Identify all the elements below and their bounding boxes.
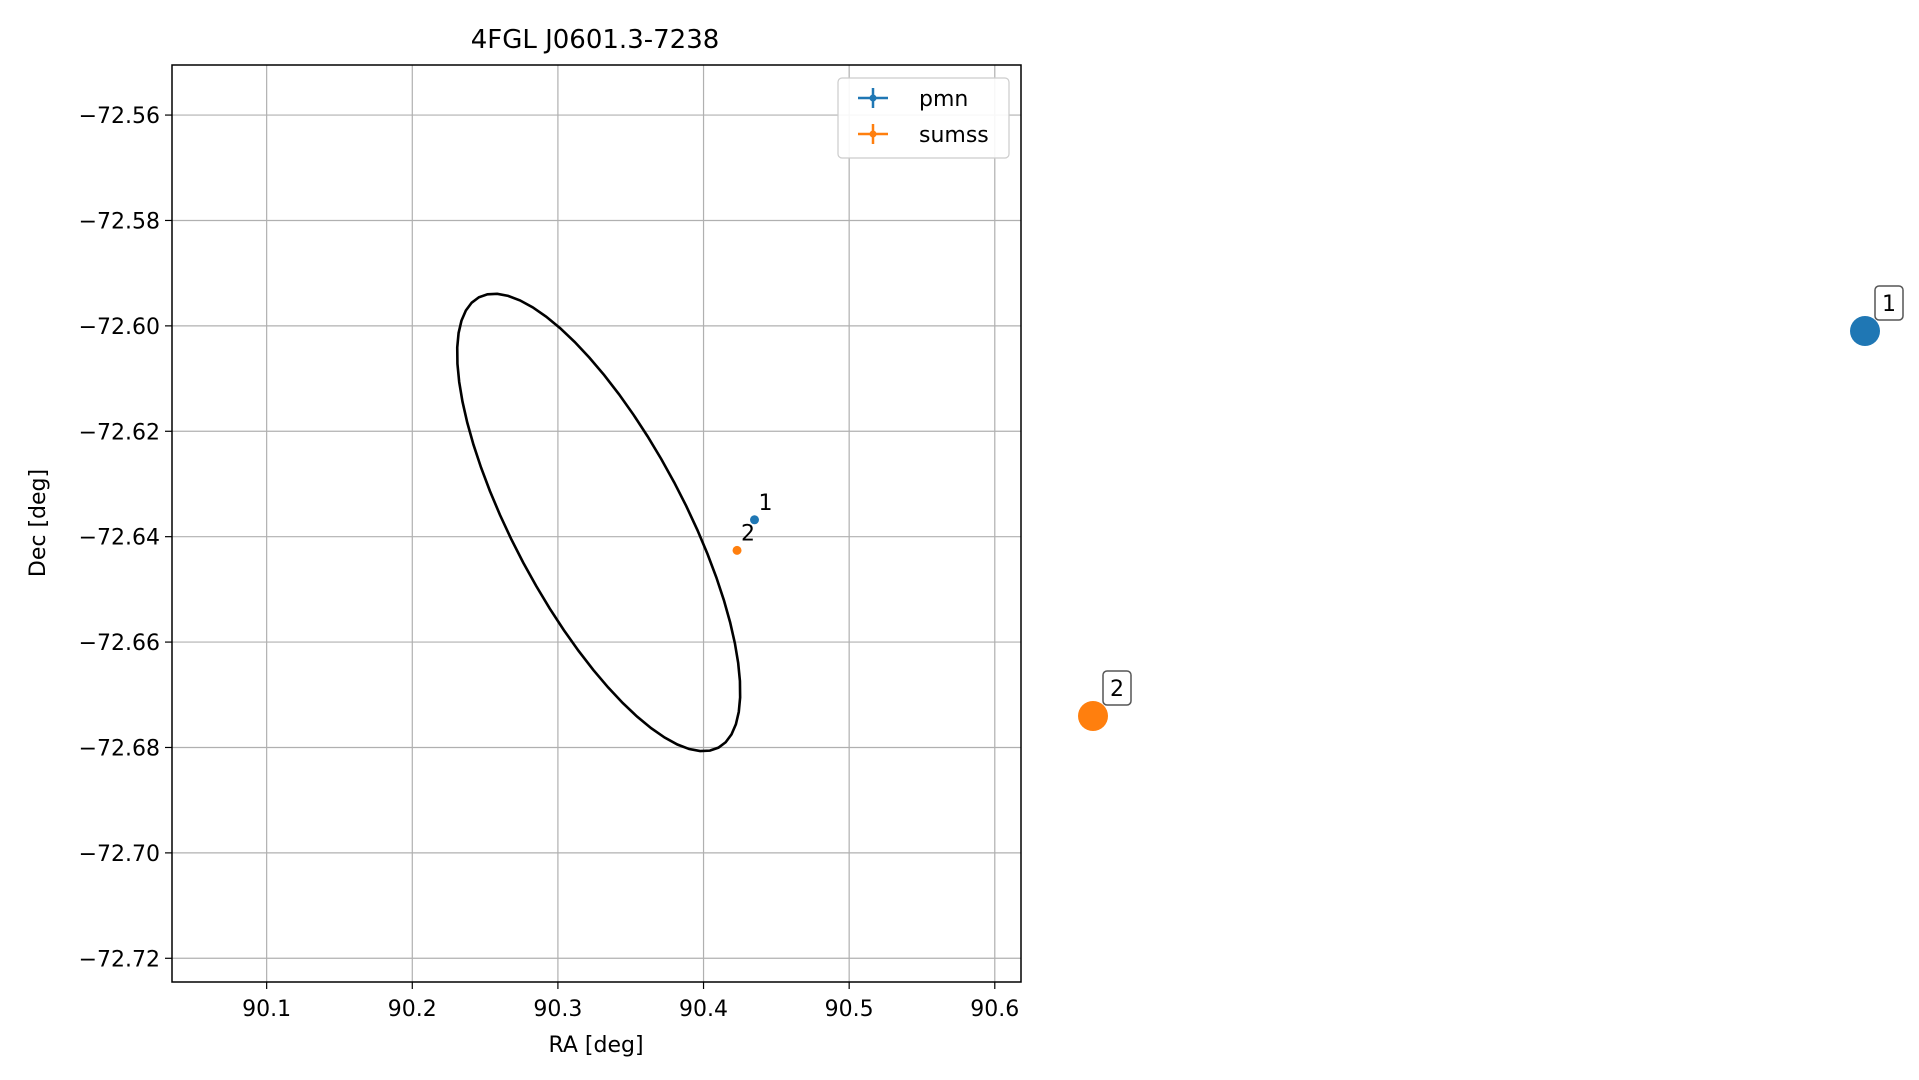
y-tick-label: −72.58 <box>79 209 160 234</box>
x-tick-label: 90.6 <box>970 997 1019 1022</box>
x-tick-label: 90.3 <box>533 997 582 1022</box>
legend-label: sumss <box>919 123 989 148</box>
x-tick-label: 90.2 <box>388 997 437 1022</box>
point-label-pmn: 1 <box>759 491 773 516</box>
point-sumss <box>732 545 742 555</box>
y-tick-label: −72.72 <box>79 947 160 972</box>
legend: pmn sumss <box>837 77 1010 159</box>
error-ellipse <box>455 292 742 753</box>
y-tick-label: −72.62 <box>79 420 160 445</box>
legend-entry-pmn: pmn <box>858 87 968 112</box>
x-axis-label: RA [deg] <box>548 1033 643 1058</box>
side-marker-box <box>1874 285 1904 321</box>
y-axis-label: Dec [deg] <box>26 469 51 577</box>
side-marker-label: 1 <box>1882 292 1896 317</box>
y-tick-label: −72.56 <box>79 104 160 129</box>
side-marker-dot <box>1850 316 1880 346</box>
side-marker-dot <box>1078 701 1108 731</box>
side-markers: 12 <box>1078 285 1904 731</box>
point-label-sumss: 2 <box>741 521 755 546</box>
y-tick-label: −72.66 <box>79 631 160 656</box>
side-marker-box <box>1102 670 1132 706</box>
ticks: 90.1 90.2 90.3 90.4 90.5 90.6 −72.56 −72.58 −72.… <box>79 104 1020 1022</box>
side-marker-1: 1 <box>1850 285 1904 346</box>
y-tick-label: −72.60 <box>79 315 160 340</box>
legend-label: pmn <box>919 87 968 112</box>
point-pmn <box>750 515 760 525</box>
y-tick-label: −72.70 <box>79 842 160 867</box>
legend-entry-sumss: sumss <box>858 123 989 148</box>
data-points: 12 <box>732 491 773 555</box>
side-marker-2: 2 <box>1078 670 1132 731</box>
chart-title: 4FGL J0601.3-7238 <box>471 25 720 55</box>
side-marker-label: 2 <box>1110 677 1124 702</box>
x-tick-label: 90.4 <box>679 997 728 1022</box>
y-tick-label: −72.68 <box>79 736 160 761</box>
x-tick-label: 90.5 <box>825 997 874 1022</box>
legend-marker-dot <box>869 94 877 102</box>
grid <box>172 65 1021 982</box>
plot-frame <box>171 64 1022 983</box>
y-tick-label: −72.64 <box>79 526 160 551</box>
legend-marker-dot <box>869 130 877 138</box>
x-tick-label: 90.1 <box>242 997 291 1022</box>
